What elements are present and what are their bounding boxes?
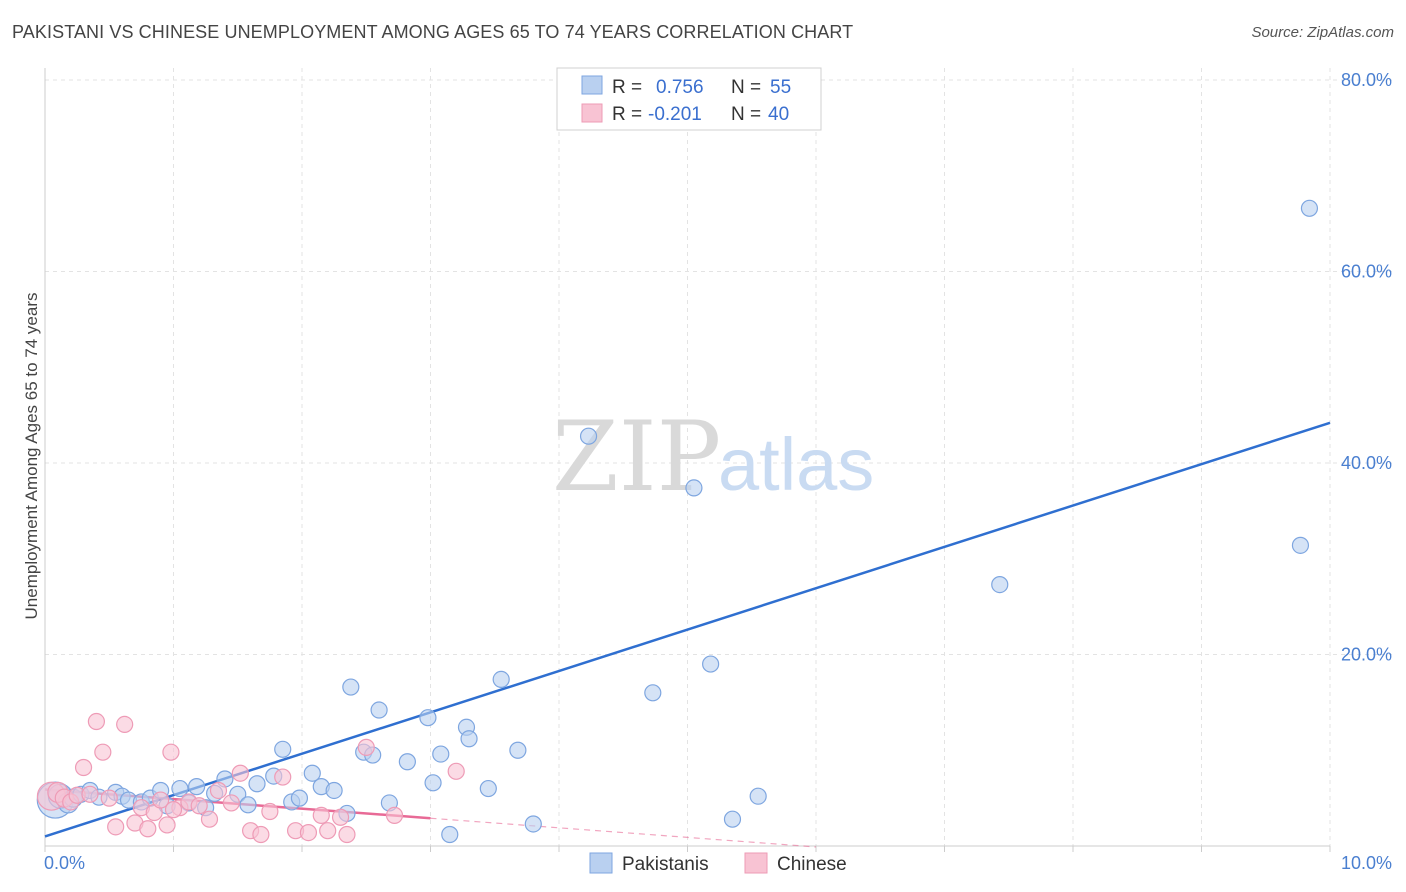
chinese-point[interactable] bbox=[299, 823, 318, 842]
pakistani-point[interactable] bbox=[342, 678, 360, 696]
watermark: ZIP atlas bbox=[552, 401, 874, 513]
pakistani-point[interactable] bbox=[460, 730, 478, 748]
pakistani-point[interactable] bbox=[492, 670, 510, 688]
chinese-point[interactable] bbox=[164, 801, 183, 819]
chinese-point[interactable] bbox=[357, 738, 375, 756]
y-tick-labels: 20.0% 40.0% 60.0% 80.0% bbox=[1341, 70, 1392, 665]
chinese-point[interactable] bbox=[139, 820, 157, 838]
chinese-point[interactable] bbox=[100, 789, 118, 807]
x-tick-label: 10.0% bbox=[1341, 853, 1392, 873]
pakistani-point[interactable] bbox=[579, 427, 598, 445]
chart-title: PAKISTANI VS CHINESE UNEMPLOYMENT AMONG … bbox=[12, 22, 854, 42]
pakistani-point[interactable] bbox=[441, 825, 459, 844]
legend-label-pakistanis[interactable]: Pakistanis bbox=[622, 854, 709, 875]
chinese-point[interactable] bbox=[107, 818, 125, 836]
pakistani-point[interactable] bbox=[424, 774, 442, 792]
chinese-point[interactable] bbox=[231, 764, 249, 782]
legend-swatch-chinese[interactable] bbox=[744, 852, 768, 874]
pakistani-point[interactable] bbox=[1291, 536, 1310, 554]
stats-n-label-chinese: N = bbox=[731, 104, 761, 125]
chinese-point[interactable] bbox=[190, 797, 208, 815]
pakistani-point[interactable] bbox=[239, 796, 257, 814]
chinese-point[interactable] bbox=[319, 822, 337, 840]
stats-r-value-chinese: -0.201 bbox=[648, 104, 702, 125]
chinese-point[interactable] bbox=[331, 808, 350, 826]
pakistani-point[interactable] bbox=[325, 781, 343, 800]
stats-box: R = 0.756 N = 55 R = -0.201 N = 40 bbox=[556, 67, 822, 131]
x-tick-label: 0.0% bbox=[44, 853, 85, 873]
pakistani-point[interactable] bbox=[749, 787, 767, 805]
chinese-point[interactable] bbox=[94, 743, 112, 761]
pakistani-point[interactable] bbox=[290, 789, 309, 807]
y-tick-label: 40.0% bbox=[1341, 453, 1392, 473]
y-tick-label: 80.0% bbox=[1341, 70, 1392, 90]
pakistani-trend-line bbox=[44, 421, 1331, 838]
chinese-point[interactable] bbox=[162, 743, 180, 761]
pakistani-point[interactable] bbox=[419, 709, 437, 727]
pakistani-point[interactable] bbox=[991, 576, 1009, 594]
chinese-point[interactable] bbox=[74, 758, 93, 777]
y-tick-label: 60.0% bbox=[1341, 262, 1392, 282]
chinese-trend-line-extension bbox=[430, 817, 817, 848]
chinese-point[interactable] bbox=[338, 825, 356, 844]
data-points bbox=[36, 199, 1319, 844]
pakistani-point[interactable] bbox=[248, 775, 266, 793]
grid bbox=[44, 68, 1392, 852]
pakistani-point[interactable] bbox=[398, 753, 416, 771]
stats-n-value-pakistanis: 55 bbox=[770, 77, 791, 98]
chinese-point[interactable] bbox=[261, 802, 279, 821]
chinese-point[interactable] bbox=[87, 712, 106, 731]
x-tick-labels: 0.0% 10.0% bbox=[44, 853, 1392, 873]
chinese-point[interactable] bbox=[152, 791, 170, 809]
pakistani-point[interactable] bbox=[303, 764, 321, 782]
pakistani-point[interactable] bbox=[479, 779, 497, 798]
y-tick-label: 20.0% bbox=[1341, 645, 1392, 665]
chinese-point[interactable] bbox=[222, 794, 240, 812]
pakistani-point[interactable] bbox=[171, 779, 189, 798]
stats-r-label-chinese: R = bbox=[612, 104, 642, 125]
pakistani-point[interactable] bbox=[524, 815, 542, 833]
axes bbox=[44, 68, 1330, 847]
stats-n-label-pakistanis: N = bbox=[731, 77, 761, 98]
stats-n-value-chinese: 40 bbox=[768, 104, 789, 125]
chinese-point[interactable] bbox=[116, 715, 134, 733]
chinese-point[interactable] bbox=[252, 825, 270, 844]
chinese-point[interactable] bbox=[274, 768, 292, 786]
pakistani-point[interactable] bbox=[274, 740, 292, 758]
pakistani-point[interactable] bbox=[702, 655, 720, 673]
pakistani-point[interactable] bbox=[644, 684, 662, 702]
chinese-point[interactable] bbox=[385, 806, 404, 824]
stats-r-label-pakistanis: R = bbox=[612, 77, 642, 98]
stats-swatch-chinese bbox=[581, 103, 603, 123]
chinese-point[interactable] bbox=[158, 816, 176, 834]
pakistani-point[interactable] bbox=[509, 741, 527, 759]
stats-r-value-pakistanis: 0.756 bbox=[656, 77, 704, 98]
chinese-point[interactable] bbox=[200, 810, 219, 828]
pakistani-point[interactable] bbox=[1300, 199, 1319, 217]
source-label: Source: ZipAtlas.com bbox=[1251, 24, 1394, 41]
legend-swatch-pakistanis[interactable] bbox=[589, 852, 613, 874]
chinese-point[interactable] bbox=[81, 785, 99, 803]
pakistani-point[interactable] bbox=[685, 479, 703, 497]
pakistani-point[interactable] bbox=[432, 745, 450, 763]
legend: Pakistanis Chinese bbox=[589, 852, 847, 875]
stats-swatch-pakistanis bbox=[581, 75, 603, 95]
watermark-atlas: atlas bbox=[718, 423, 874, 506]
pakistani-point[interactable] bbox=[188, 778, 206, 796]
pakistani-point[interactable] bbox=[723, 810, 742, 828]
chinese-point[interactable] bbox=[312, 806, 330, 824]
legend-label-chinese[interactable]: Chinese bbox=[777, 854, 847, 875]
chinese-point[interactable] bbox=[209, 781, 228, 800]
y-axis-label: Unemployment Among Ages 65 to 74 years bbox=[22, 293, 41, 620]
pakistani-point[interactable] bbox=[370, 701, 388, 719]
chinese-point[interactable] bbox=[447, 762, 465, 780]
